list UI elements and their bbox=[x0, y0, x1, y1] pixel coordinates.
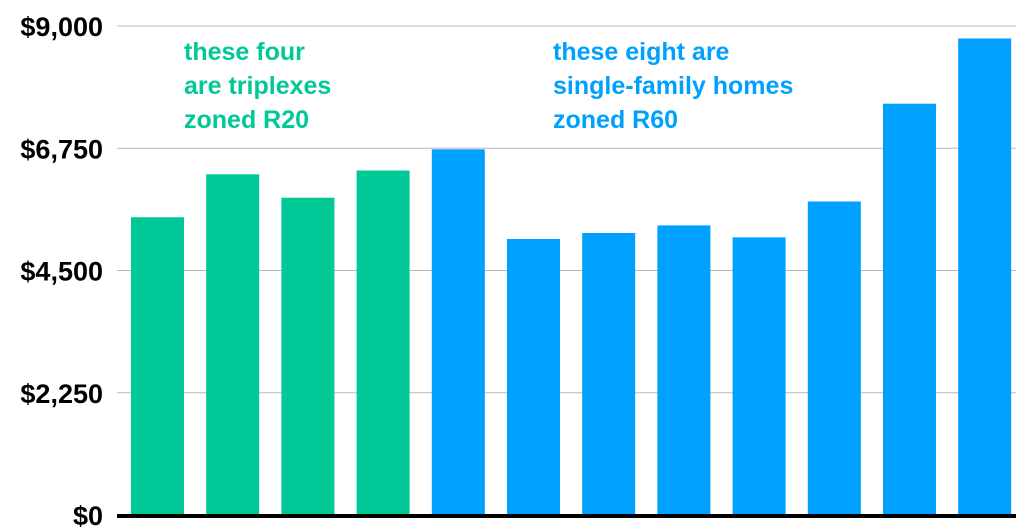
y-tick-label: $0 bbox=[73, 501, 103, 529]
bar bbox=[357, 171, 410, 515]
bar bbox=[507, 239, 560, 515]
bar bbox=[733, 237, 786, 515]
y-tick-label: $6,750 bbox=[20, 134, 103, 164]
group-annotation-line: zoned R60 bbox=[553, 106, 678, 134]
bar bbox=[808, 201, 861, 515]
y-tick-label: $4,500 bbox=[20, 257, 103, 287]
bar bbox=[281, 198, 334, 515]
bar bbox=[582, 233, 635, 515]
bar bbox=[958, 38, 1011, 515]
bar bbox=[657, 225, 710, 515]
bar bbox=[131, 217, 184, 515]
group-annotation-line: single-family homes bbox=[553, 72, 793, 100]
annotations: these four are triplexes zoned R20 these ei… bbox=[184, 38, 793, 134]
y-tick-label: $2,250 bbox=[20, 379, 103, 409]
y-axis-tick-labels: $0 $2,250 $4,500 $6,750 $9,000 bbox=[20, 12, 103, 529]
group-annotation-line: these eight are bbox=[553, 38, 730, 66]
group-annotation-line: are triplexes bbox=[184, 72, 331, 100]
y-tick-label: $9,000 bbox=[20, 12, 103, 42]
bar bbox=[883, 104, 936, 515]
group-annotation-line: zoned R20 bbox=[184, 106, 309, 134]
bar bbox=[432, 149, 485, 515]
bar bbox=[206, 174, 259, 515]
group-annotation-line: these four bbox=[184, 38, 305, 66]
